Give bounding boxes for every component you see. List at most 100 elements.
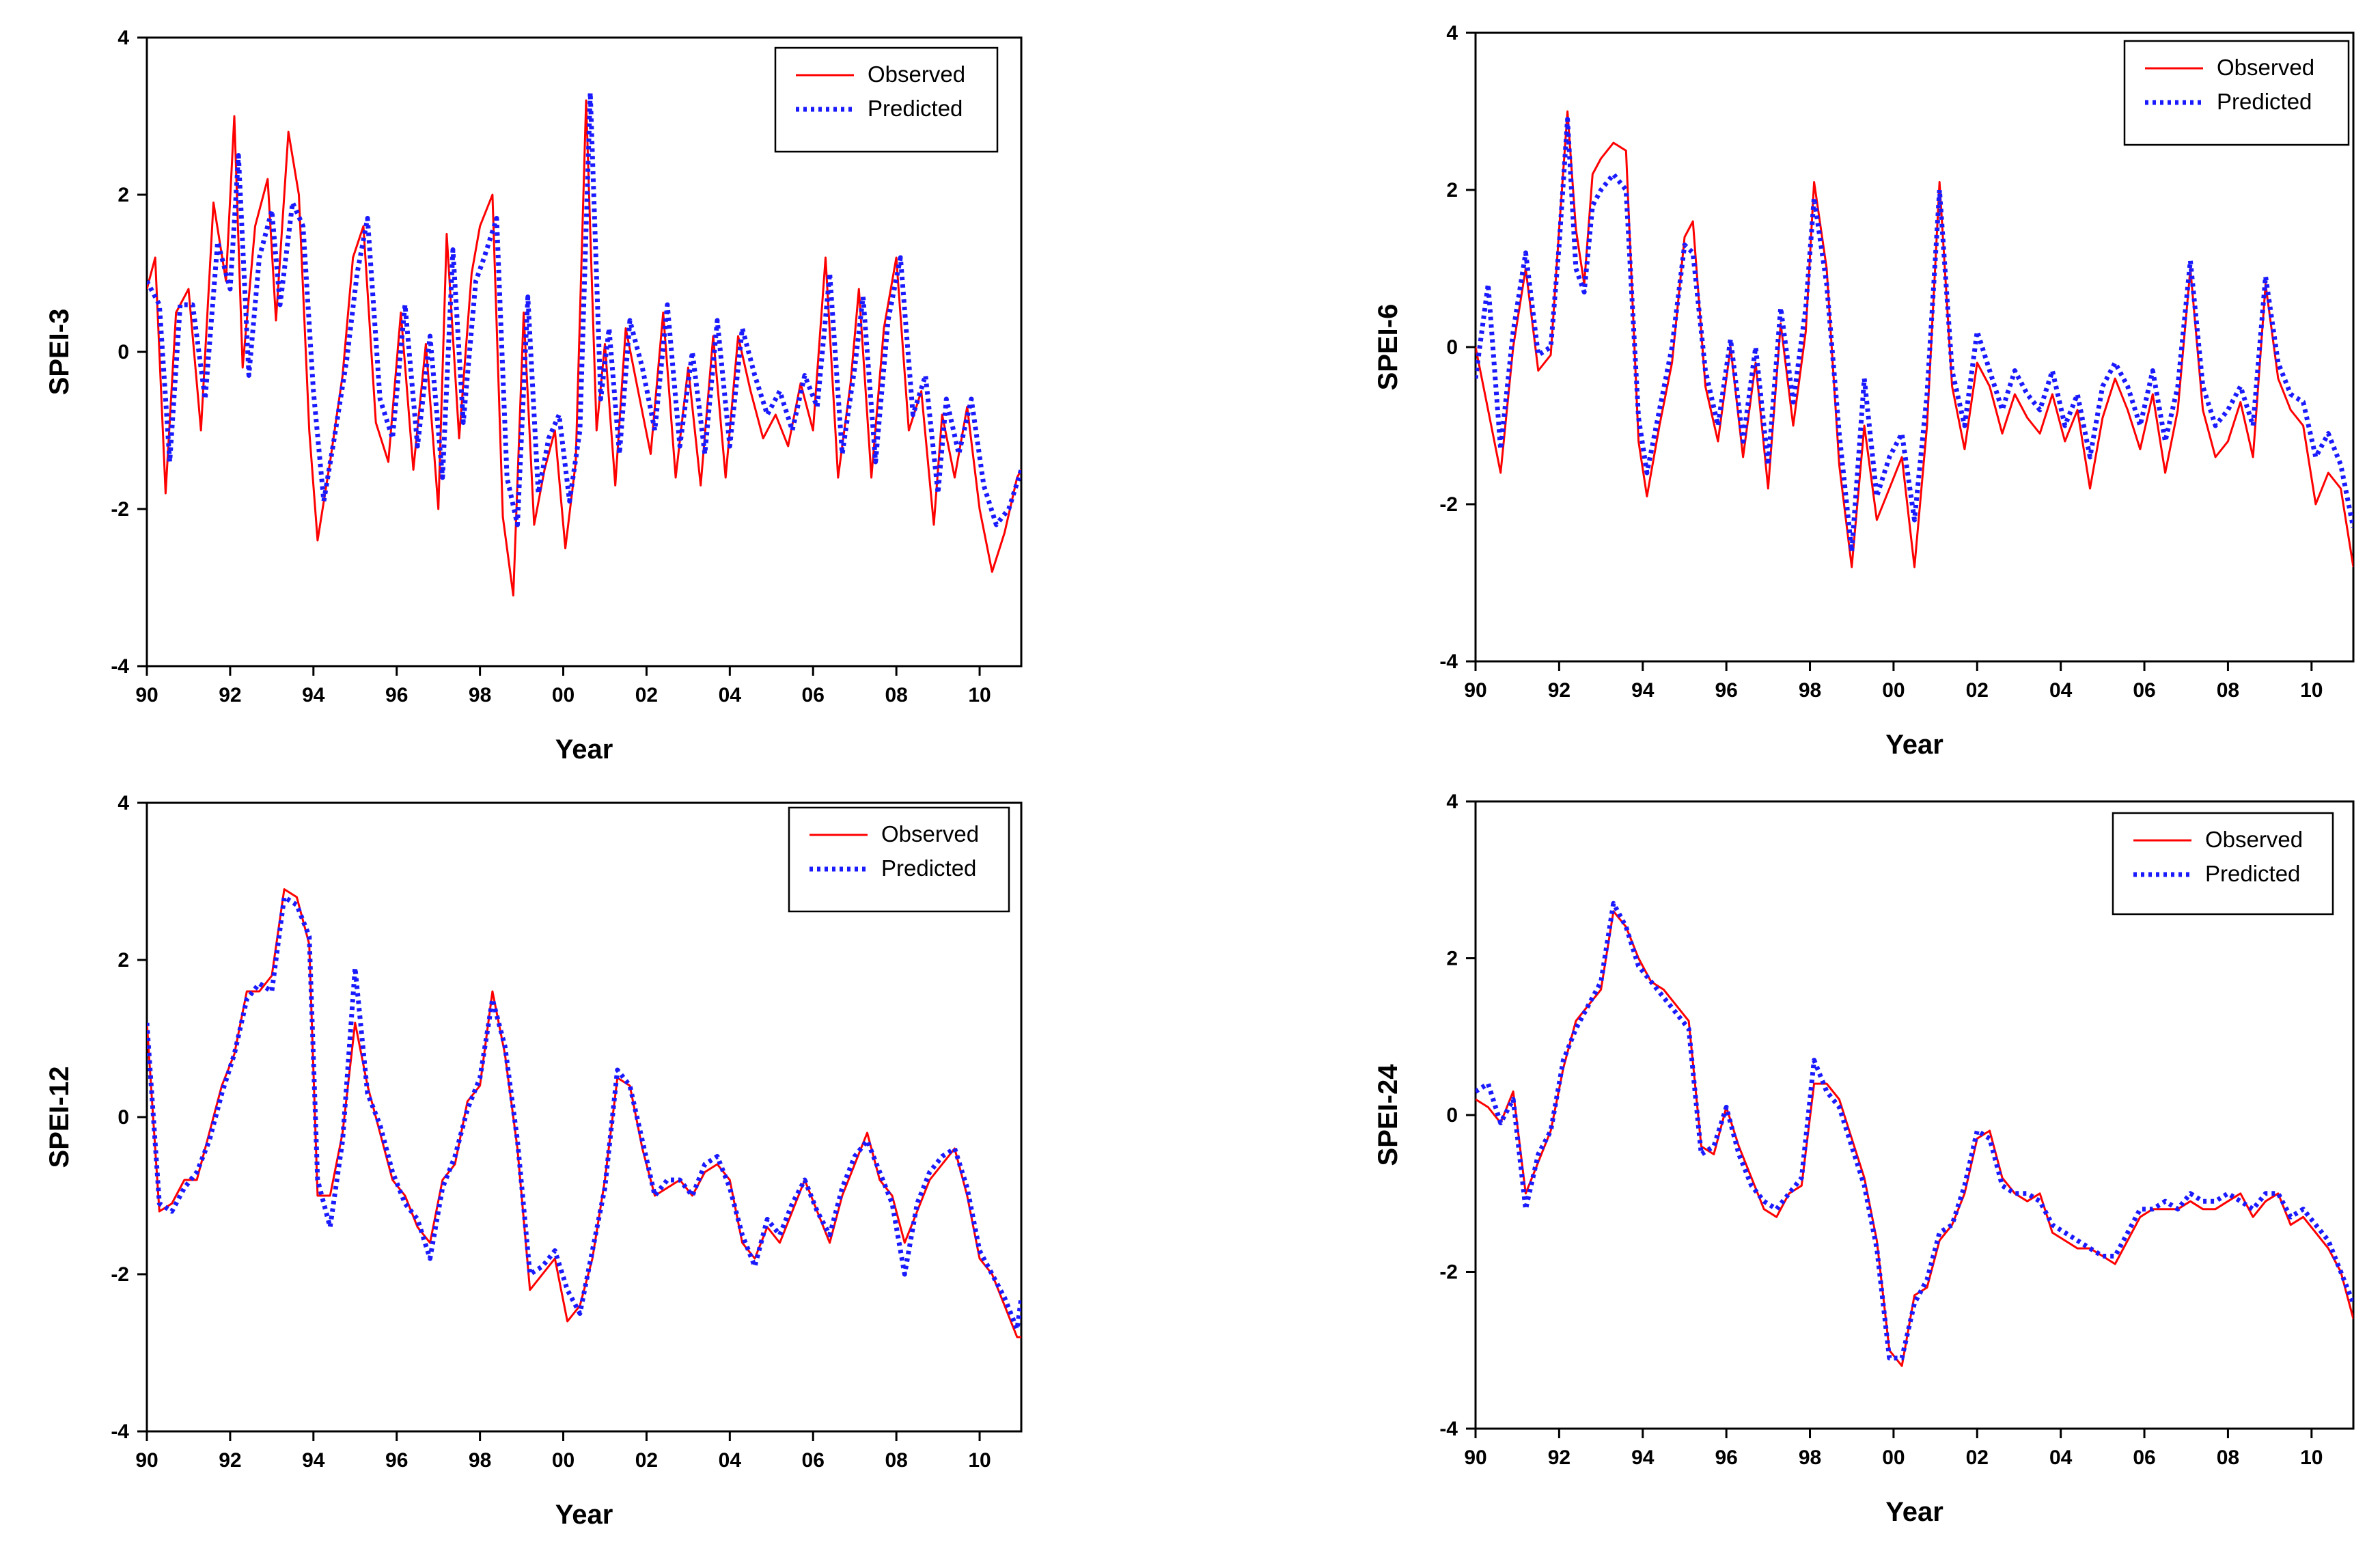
y-axis-label: SPEI-6: [1373, 304, 1403, 391]
x-tick-label: 94: [1631, 1446, 1655, 1469]
x-tick-label: 00: [552, 1449, 575, 1472]
x-tick-label: 10: [968, 1449, 991, 1472]
x-tick-label: 98: [469, 1449, 491, 1472]
x-tick-label: 06: [2133, 1446, 2155, 1469]
x-tick-label: 02: [1966, 679, 1989, 702]
predicted-series-line: [147, 894, 1021, 1332]
y-tick-label: 2: [117, 949, 129, 972]
x-axis-label: Year: [1885, 1497, 1943, 1527]
x-tick-label: 10: [2300, 679, 2323, 702]
legend-predicted-label: Predicted: [2205, 861, 2300, 886]
x-tick-label: 92: [219, 1449, 241, 1472]
x-tick-label: 96: [1715, 1446, 1737, 1469]
x-tick-label: 90: [135, 1449, 158, 1472]
x-tick-label: 08: [2217, 679, 2239, 702]
y-tick-label: -2: [1439, 493, 1458, 516]
x-tick-label: 92: [1548, 679, 1570, 702]
predicted-series-line: [147, 90, 1021, 527]
x-tick-label: 04: [2049, 1446, 2073, 1469]
y-tick-label: 2: [117, 184, 129, 206]
x-tick-label: 98: [469, 684, 491, 706]
x-tick-label: 04: [719, 1449, 742, 1472]
x-tick-label: 94: [1631, 679, 1655, 702]
x-tick-label: 98: [1799, 1446, 1821, 1469]
x-tick-label: 90: [135, 684, 158, 706]
y-tick-label: 0: [117, 1106, 129, 1129]
observed-series-line: [1476, 910, 2353, 1367]
predicted-series-line: [1476, 117, 2353, 554]
legend-predicted-label: Predicted: [868, 96, 963, 121]
x-tick-label: 00: [1882, 1446, 1905, 1469]
observed-series-line: [1476, 110, 2353, 568]
y-tick-label: 4: [1446, 22, 1458, 44]
legend: Observed Predicted: [788, 806, 1010, 913]
x-tick-label: 10: [968, 684, 991, 706]
x-tick-label: 00: [552, 684, 575, 706]
legend: Observed Predicted: [2123, 40, 2350, 146]
y-tick-label: 0: [1446, 1104, 1458, 1127]
x-tick-label: 06: [802, 684, 825, 706]
y-tick-label: 2: [1446, 948, 1458, 970]
x-tick-label: 04: [2049, 679, 2073, 702]
x-tick-label: 92: [1548, 1446, 1570, 1469]
x-tick-label: 90: [1464, 1446, 1486, 1469]
x-axis-label: Year: [555, 734, 613, 765]
x-tick-label: 96: [1715, 679, 1737, 702]
x-tick-label: 02: [1966, 1446, 1989, 1469]
x-tick-label: 98: [1799, 679, 1821, 702]
legend-predicted-label: Predicted: [881, 855, 976, 881]
x-tick-label: 90: [1464, 679, 1486, 702]
legend-box: [774, 46, 999, 153]
legend-predicted-label: Predicted: [2217, 89, 2312, 114]
x-tick-label: 96: [385, 684, 408, 706]
legend-observed-label: Observed: [2205, 827, 2303, 852]
observed-series-line: [147, 888, 1021, 1338]
y-tick-label: -4: [1439, 650, 1458, 673]
y-axis-label: SPEI-12: [44, 1067, 74, 1168]
x-tick-label: 94: [302, 684, 325, 706]
y-tick-label: 4: [1446, 791, 1458, 813]
y-tick-label: 0: [117, 341, 129, 363]
x-tick-label: 08: [2217, 1446, 2239, 1469]
x-tick-label: 08: [885, 684, 907, 706]
x-tick-label: 02: [635, 1449, 658, 1472]
x-tick-label: 06: [2133, 679, 2155, 702]
x-axis-label: Year: [555, 1500, 613, 1530]
x-tick-label: 92: [219, 684, 241, 706]
predicted-series-line: [1476, 901, 2353, 1361]
y-tick-label: -4: [111, 1420, 129, 1443]
y-axis-label: SPEI-3: [44, 309, 74, 396]
observed-series-line: [147, 99, 1021, 596]
legend: Observed Predicted: [2112, 812, 2334, 916]
legend-observed-label: Observed: [2217, 55, 2314, 80]
y-tick-label: 4: [117, 27, 129, 49]
legend-box: [2123, 40, 2350, 146]
y-tick-label: -2: [111, 1263, 129, 1286]
y-tick-label: -2: [1439, 1261, 1458, 1284]
legend-observed-label: Observed: [868, 61, 965, 87]
y-tick-label: 0: [1446, 336, 1458, 359]
x-tick-label: 02: [635, 684, 658, 706]
x-axis-label: Year: [1885, 730, 1943, 760]
y-tick-label: -4: [111, 655, 129, 678]
x-tick-label: 94: [302, 1449, 325, 1472]
legend-observed-label: Observed: [881, 821, 979, 847]
x-tick-label: 06: [802, 1449, 825, 1472]
legend-box: [2112, 812, 2334, 916]
y-tick-label: -4: [1439, 1418, 1458, 1440]
x-tick-label: 08: [885, 1449, 907, 1472]
x-tick-label: 04: [719, 684, 742, 706]
x-tick-label: 10: [2300, 1446, 2323, 1469]
x-tick-label: 00: [1882, 679, 1905, 702]
legend: Observed Predicted: [774, 46, 999, 153]
x-tick-label: 96: [385, 1449, 408, 1472]
y-tick-label: 2: [1446, 179, 1458, 202]
y-tick-label: 4: [117, 792, 129, 814]
y-tick-label: -2: [111, 498, 129, 521]
legend-box: [788, 806, 1010, 913]
